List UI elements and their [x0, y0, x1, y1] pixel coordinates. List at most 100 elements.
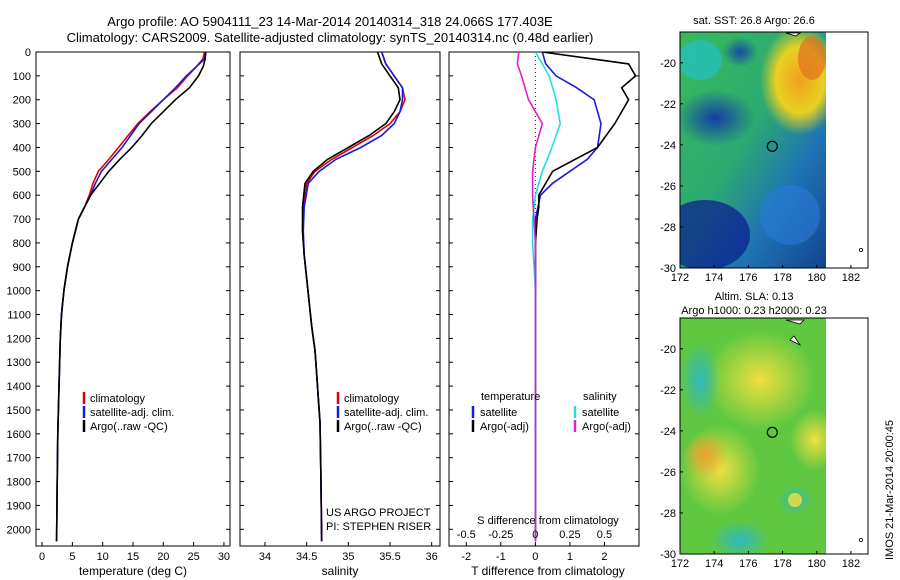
s-difference-ticks: -0.5 -0.25 0 0.25 0.5 [457, 529, 612, 541]
sst-map-ticks: 172 174 176 178 180 182 -20 -22 -24 -26 -28 -30 [660, 58, 860, 284]
small-island [859, 247, 864, 252]
header-line-2: Climatology: CARS2009. Satellite-adjuste… [66, 30, 594, 45]
map-x-tick-label: 172 [671, 272, 689, 284]
x-tick-label: 20 [157, 551, 169, 563]
header-line-1: Argo profile: AO 5904111_23 14-Mar-2014 … [107, 14, 553, 29]
map-y-tick-label: -24 [660, 426, 676, 438]
x-tick-label: 15 [127, 551, 139, 563]
sst-map [680, 32, 828, 268]
y-tick-label: 500 [13, 166, 31, 178]
y-tick-label: 200 [13, 95, 31, 107]
y-tick-label: 1700 [7, 453, 31, 465]
y-tick-label: 1500 [7, 405, 31, 417]
x-tick-label: 1 [567, 551, 573, 563]
map-y-tick-label: -20 [660, 58, 676, 70]
salinity-axis-ticks: 34 34.5 35 35.5 36 [259, 542, 438, 563]
argo-position-marker [766, 426, 778, 438]
y-tick-label: 1100 [7, 310, 31, 322]
map-y-tick-label: -22 [660, 385, 676, 397]
map-x-tick-label: 180 [808, 558, 826, 570]
legend-label-satellite: satellite-adj. clim. [90, 407, 174, 419]
salinity-axis-label: salinity [322, 564, 359, 578]
pi-annotation: PI: STEPHEN RISER [326, 521, 431, 533]
y-tick-label: 1900 [7, 500, 31, 512]
x-tick-label: -1 [496, 551, 506, 563]
salinity-legend: climatology satellite-adj. clim. Argo(..… [336, 392, 428, 433]
coastline-island [785, 319, 805, 347]
salinity-lines [301, 52, 406, 542]
map-y-tick-label: -26 [660, 181, 676, 193]
map-y-tick-label: -22 [660, 99, 676, 111]
salinity-series-line [301, 52, 401, 542]
t-difference-label: T difference from climatology [471, 564, 625, 578]
map-x-tick-label: 174 [705, 558, 723, 570]
coastline-island [785, 32, 802, 37]
sla-map-frame [679, 317, 869, 555]
difference-frame [448, 51, 640, 547]
difference-lines [516, 52, 637, 542]
x-tick-label: 36 [426, 551, 438, 563]
y-tick-label: 0 [25, 47, 31, 59]
y-tick-label: 1400 [7, 381, 31, 393]
sla-map-blank [828, 318, 868, 554]
y-tick-label: 600 [13, 190, 31, 202]
temperature-axis-label: temperature (deg C) [79, 564, 187, 578]
y-tick-label: 300 [13, 119, 31, 131]
legend-label-climatology: climatology [90, 393, 146, 405]
legend-label-argo: Argo(..raw -QC) [344, 421, 422, 433]
map-y-tick-label: -26 [660, 467, 676, 479]
s-difference-label: S difference from climatology [477, 515, 619, 527]
temperature-axis-ticks: 0 5 10 15 20 25 30 [39, 542, 230, 563]
x-tick-label: 0 [39, 551, 45, 563]
x-tick-label: -2 [461, 551, 471, 563]
salinity-frame [239, 51, 441, 547]
legend-label-s-argo: Argo(-adj) [582, 421, 631, 433]
x-tick-label: 25 [188, 551, 200, 563]
project-annotation: US ARGO PROJECT [326, 507, 431, 519]
legend-label-t-satellite: satellite [480, 407, 517, 419]
map-x-tick-label: 182 [842, 558, 860, 570]
x-tick-label: 0 [532, 551, 538, 563]
map-x-tick-label: 176 [739, 558, 757, 570]
map-y-tick-label: -30 [660, 263, 676, 275]
legend-label-t-argo: Argo(-adj) [480, 421, 529, 433]
difference-series-line [516, 52, 544, 542]
x-tick-label: 34.5 [296, 551, 317, 563]
s-tick-label: -0.5 [457, 529, 476, 541]
small-island [859, 538, 864, 543]
y-tick-label: 700 [13, 214, 31, 226]
legend-label-climatology: climatology [344, 393, 400, 405]
y-tick-label: 1800 [7, 477, 31, 489]
map-x-tick-label: 182 [842, 272, 860, 284]
y-tick-label: 400 [13, 142, 31, 154]
x-tick-label: 5 [69, 551, 75, 563]
sla-map-title: Altim. SLA: 0.13 [715, 291, 794, 303]
legend-label-s-satellite: satellite [582, 407, 619, 419]
y-tick-label: 100 [13, 71, 31, 83]
sst-map-title: sat. SST: 26.8 Argo: 26.6 [693, 15, 815, 27]
y-tick-label: 800 [13, 238, 31, 250]
map-x-tick-label: 176 [739, 272, 757, 284]
temperature-legend: climatology satellite-adj. clim. Argo(..… [82, 392, 174, 433]
s-tick-label: 0 [532, 529, 538, 541]
sla-map-ticks: 172 174 176 178 180 182 -20 -22 -24 -26 -28 -30 [660, 344, 860, 570]
legend-label-argo: Argo(..raw -QC) [90, 421, 168, 433]
difference-legend: temperature salinity satellite Argo(-adj… [471, 391, 631, 433]
legend-header-temperature: temperature [481, 391, 540, 403]
map-x-tick-label: 174 [705, 272, 723, 284]
x-tick-label: 34 [259, 551, 271, 563]
y-tick-label: 1300 [7, 357, 31, 369]
map-y-tick-label: -20 [660, 344, 676, 356]
map-x-tick-label: 178 [773, 558, 791, 570]
y-tick-label: 1200 [7, 333, 31, 345]
sst-map-blank [828, 32, 868, 268]
x-tick-label: 2 [601, 551, 607, 563]
map-x-tick-label: 180 [808, 272, 826, 284]
sla-map-subtitle: Argo h1000: 0.23 h2000: 0.23 [681, 305, 827, 317]
depth-axis-ticks: 0 100 200 300 400 500 600 700 800 900 1000 1100 1200… [7, 47, 230, 536]
y-tick-label: 1600 [7, 429, 31, 441]
map-x-tick-label: 178 [773, 272, 791, 284]
temperature-frame [35, 51, 231, 547]
map-y-tick-label: -28 [660, 508, 676, 520]
